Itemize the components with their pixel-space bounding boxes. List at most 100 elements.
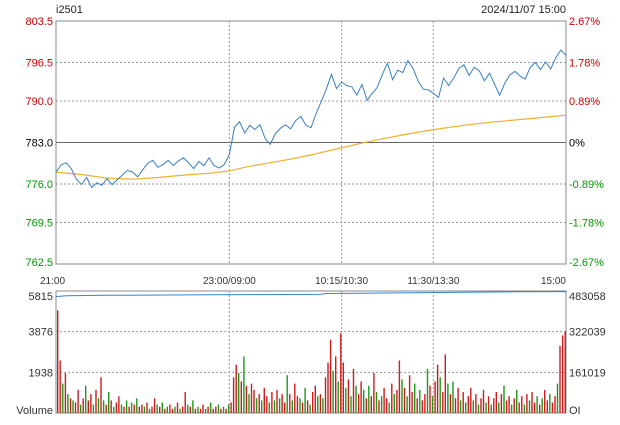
volume-bar <box>276 389 278 413</box>
volume-bar <box>533 402 536 413</box>
volume-bar <box>153 398 156 413</box>
volume-bar <box>340 333 342 413</box>
volume-bar <box>480 398 482 413</box>
volume-bar <box>230 402 232 413</box>
volume-bar <box>100 377 102 413</box>
price-left-axis: 803.5 796.5 790.0 783.0 776.0 769.5 762.5 <box>25 16 53 269</box>
volume-bar <box>531 392 533 413</box>
volume-bar <box>296 396 299 413</box>
volume-bar <box>472 400 474 413</box>
volume-bar <box>439 377 441 413</box>
volume-bar <box>222 406 225 413</box>
volume-tick-label: 1938 <box>29 367 53 379</box>
volume-bar <box>503 385 505 413</box>
volume-bar <box>355 385 357 413</box>
volume-bar <box>388 402 390 413</box>
volume-bar <box>125 400 128 413</box>
volume-bar <box>544 389 546 413</box>
volume-bar <box>414 383 416 413</box>
volume-bar <box>304 387 306 413</box>
volume-bar <box>169 404 171 413</box>
volume-bar <box>436 364 439 413</box>
volume-bar <box>419 389 421 413</box>
volume-bar <box>113 406 115 413</box>
volume-bar <box>335 356 337 413</box>
volume-bar <box>179 408 181 413</box>
volume-bar <box>240 381 242 413</box>
volume-bar <box>561 335 564 413</box>
price-tick-label: 762.5 <box>25 257 53 269</box>
volume-bar <box>57 310 59 413</box>
time-tick-label: 11:30/13:30 <box>407 276 460 287</box>
volume-left-axis: 5815 3876 1938 Volume <box>16 291 53 417</box>
volume-bar <box>546 400 548 413</box>
volume-bar <box>406 396 408 413</box>
volume-bar <box>363 389 365 413</box>
volume-bar <box>187 404 189 413</box>
volume-bar <box>536 396 538 413</box>
volume-bar <box>105 404 107 413</box>
volume-bar <box>411 392 413 413</box>
volume-bar <box>541 398 543 413</box>
time-tick-label: 21:00 <box>40 276 65 287</box>
volume-bar <box>102 400 105 413</box>
volume-bar <box>380 396 383 413</box>
volume-bar <box>564 331 566 413</box>
volume-bar <box>286 375 288 413</box>
volume-bars <box>57 310 566 413</box>
volume-bar <box>207 406 209 413</box>
volume-bar <box>505 400 508 413</box>
volume-bar <box>69 398 72 413</box>
volume-bar <box>500 394 503 413</box>
volume-bar <box>482 389 485 413</box>
volume-bar <box>421 400 423 413</box>
volume-bar <box>350 396 352 413</box>
volume-bar <box>80 404 82 413</box>
volume-bar <box>184 392 186 413</box>
volume-bar <box>324 377 327 413</box>
volume-bar <box>385 398 388 413</box>
volume-bar <box>470 387 472 413</box>
volume-bar <box>245 385 248 413</box>
volume-bar <box>554 396 556 413</box>
volume-bar <box>493 398 495 413</box>
volume-bar <box>82 398 84 413</box>
volume-bar <box>516 389 518 413</box>
volume-bar <box>161 402 163 413</box>
volume-bar <box>141 404 143 413</box>
volume-bar <box>434 381 436 413</box>
volume-bar <box>477 404 480 413</box>
volume-bar <box>383 387 385 413</box>
open-interest-tick-label: 161019 <box>569 367 606 379</box>
volume-bar <box>294 383 296 413</box>
volume-tick-label: 5815 <box>29 291 53 303</box>
volume-bar <box>337 381 339 413</box>
volume-bar <box>528 400 531 413</box>
volume-bar <box>360 381 362 413</box>
volume-bar <box>238 373 240 413</box>
volume-bar <box>181 406 184 413</box>
volume-bar <box>447 383 449 413</box>
price-line <box>55 49 567 189</box>
volume-bar <box>457 387 459 413</box>
volume-horizontal-grid <box>56 331 566 373</box>
volume-bar <box>342 362 344 413</box>
volume-bar <box>174 406 176 413</box>
volume-panel-frame <box>55 290 567 414</box>
volume-bar <box>62 383 64 413</box>
volume-bar <box>67 394 69 413</box>
volume-bar <box>261 400 263 413</box>
volume-bar <box>263 387 265 413</box>
volume-bar <box>314 385 316 413</box>
volume-bar <box>539 404 541 413</box>
volume-bar <box>475 394 477 413</box>
volume-bar <box>518 402 520 413</box>
volume-tick-label: Volume <box>16 405 53 417</box>
volume-bar <box>345 387 347 413</box>
volume-bar <box>549 394 551 413</box>
open-interest-tick-label: 483058 <box>569 291 606 303</box>
volume-bar <box>467 396 469 413</box>
volume-bar <box>243 356 245 413</box>
